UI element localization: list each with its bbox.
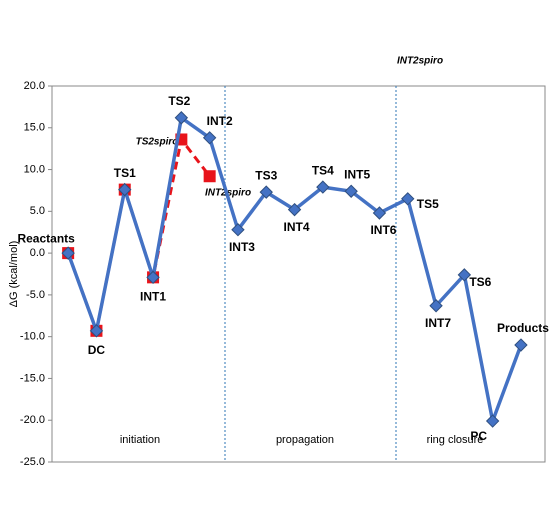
y-tick-label: 10.0 (24, 163, 45, 175)
y-tick-label: -10.0 (20, 331, 45, 343)
region-label: propagation (276, 434, 334, 446)
point-label: DC (88, 343, 106, 357)
point-label: TS3 (255, 168, 277, 182)
point-label: Reactants (17, 231, 75, 245)
marker (344, 184, 358, 198)
point-label: INT5 (344, 167, 370, 181)
point-label: TS6 (469, 275, 491, 289)
y-tick-label: -20.0 (20, 414, 45, 426)
marker (259, 185, 273, 199)
point-label: TS1 (114, 166, 136, 180)
marker (146, 270, 160, 285)
point-label: INT6 (370, 223, 396, 237)
point-label: INT4 (284, 220, 310, 234)
point-label: TS5 (417, 197, 439, 211)
marker (287, 202, 302, 217)
point-label: INT2 (207, 114, 233, 128)
annotation: TS2spiro (136, 137, 179, 148)
region-label: initiation (120, 434, 160, 446)
point-label: INT1 (140, 290, 166, 304)
marker (118, 182, 132, 197)
marker (231, 223, 245, 237)
y-tick-label: -5.0 (26, 289, 45, 301)
y-tick-label: 15.0 (24, 122, 45, 134)
annotation: INT2spiro (397, 56, 443, 67)
y-tick-label: 20.0 (24, 80, 45, 92)
y-tick-label: 0.0 (30, 247, 45, 259)
energy-path (66, 114, 523, 428)
y-tick-label: -25.0 (20, 456, 45, 468)
marker (61, 246, 75, 260)
point-label: TS4 (312, 163, 334, 177)
marker (429, 299, 443, 313)
marker (372, 206, 387, 220)
region-label: ring closure (427, 434, 484, 446)
y-tick-label: -15.0 (20, 372, 45, 384)
plot-frame (51, 85, 546, 463)
marker (514, 338, 528, 352)
point-label: Products (497, 321, 549, 335)
point-label: INT3 (229, 240, 255, 254)
marker (174, 111, 189, 125)
marker (89, 324, 104, 338)
point-label: INT7 (425, 316, 451, 330)
marker (457, 268, 472, 282)
marker (401, 192, 415, 206)
y-tick-label: 5.0 (30, 205, 45, 217)
marker (203, 170, 216, 183)
marker (485, 414, 500, 428)
y-axis-label: ΔG (kcal/mol) (8, 241, 20, 308)
marker (202, 131, 217, 145)
marker (316, 180, 330, 194)
point-label: PC (470, 429, 487, 443)
point-label: TS2 (168, 94, 190, 108)
